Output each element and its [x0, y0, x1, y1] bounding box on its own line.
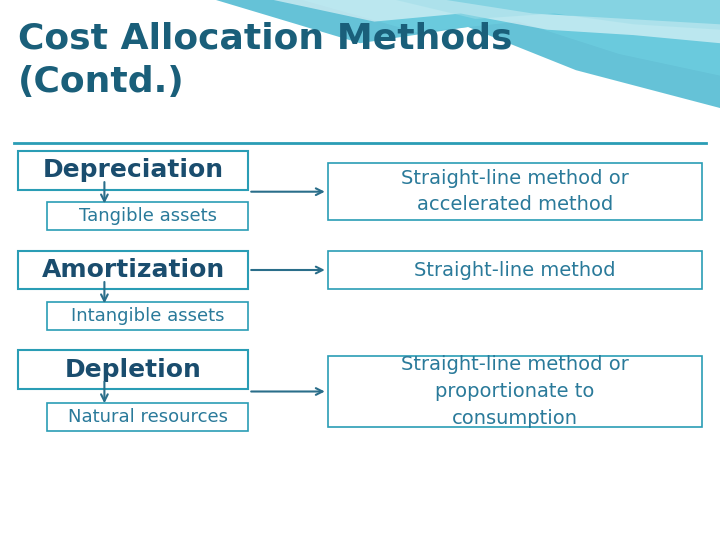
FancyBboxPatch shape	[47, 302, 248, 330]
FancyBboxPatch shape	[18, 251, 248, 289]
Text: (Contd.): (Contd.)	[18, 65, 185, 99]
Text: Amortization: Amortization	[42, 258, 225, 282]
Text: Depletion: Depletion	[65, 358, 202, 382]
FancyBboxPatch shape	[47, 202, 248, 230]
FancyBboxPatch shape	[328, 251, 702, 289]
Text: Intangible assets: Intangible assets	[71, 307, 225, 325]
Text: Depreciation: Depreciation	[42, 158, 224, 182]
Text: Natural resources: Natural resources	[68, 408, 228, 426]
Text: Tangible assets: Tangible assets	[78, 207, 217, 225]
FancyBboxPatch shape	[47, 403, 248, 431]
FancyBboxPatch shape	[18, 151, 248, 190]
Text: Straight-line method: Straight-line method	[414, 260, 616, 280]
Text: Straight-line method or
proportionate to
consumption: Straight-line method or proportionate to…	[401, 355, 629, 428]
FancyBboxPatch shape	[328, 163, 702, 220]
Polygon shape	[396, 0, 720, 30]
FancyBboxPatch shape	[328, 356, 702, 427]
Text: Cost Allocation Methods: Cost Allocation Methods	[18, 22, 513, 56]
Polygon shape	[274, 0, 720, 43]
FancyBboxPatch shape	[18, 350, 248, 389]
Polygon shape	[216, 0, 720, 108]
Text: Straight-line method or
accelerated method: Straight-line method or accelerated meth…	[401, 169, 629, 214]
Polygon shape	[302, 0, 720, 76]
